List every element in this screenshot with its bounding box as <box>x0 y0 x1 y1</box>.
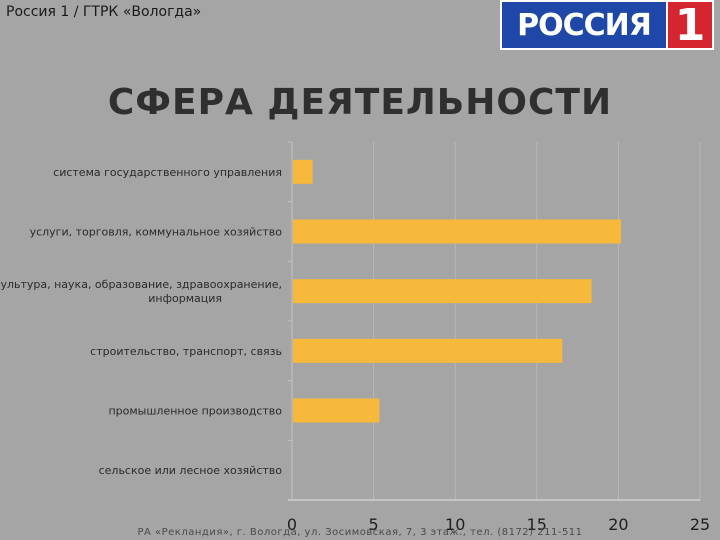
x-tick-label: 20 <box>608 515 628 534</box>
slide-title: СФЕРА ДЕЯТЕЛЬНОСТИ <box>107 82 613 123</box>
channel-logo: РОССИЯ 1 <box>500 0 714 51</box>
category-label: система государственного управления <box>53 166 282 179</box>
bar <box>293 219 622 244</box>
category-label: культура, наука, образование, здравоохра… <box>0 278 282 305</box>
x-tick-label: 10 <box>445 515 465 534</box>
bar <box>293 338 563 363</box>
bar <box>293 279 592 304</box>
bar <box>293 159 313 184</box>
footer-contact: РА «Рекландия», г. Вологда, ул. Зосимовс… <box>137 527 583 538</box>
x-tick-label: 25 <box>690 515 710 534</box>
logo-word: РОССИЯ <box>500 0 666 50</box>
x-tick-label: 0 <box>287 515 297 534</box>
category-label: промышленное производство <box>108 405 282 418</box>
channel-title: Россия 1 / ГТРК «Вологда» <box>6 4 202 20</box>
logo-number: 1 <box>666 0 714 51</box>
category-label: услуги, торговля, коммунальное хозяйство <box>30 226 283 239</box>
x-tick-label: 5 <box>369 515 379 534</box>
bar <box>293 398 380 423</box>
x-tick-label: 15 <box>527 515 547 534</box>
category-label: сельское или лесное хозяйство <box>99 464 283 477</box>
category-label: строительство, транспорт, связь <box>90 345 282 358</box>
